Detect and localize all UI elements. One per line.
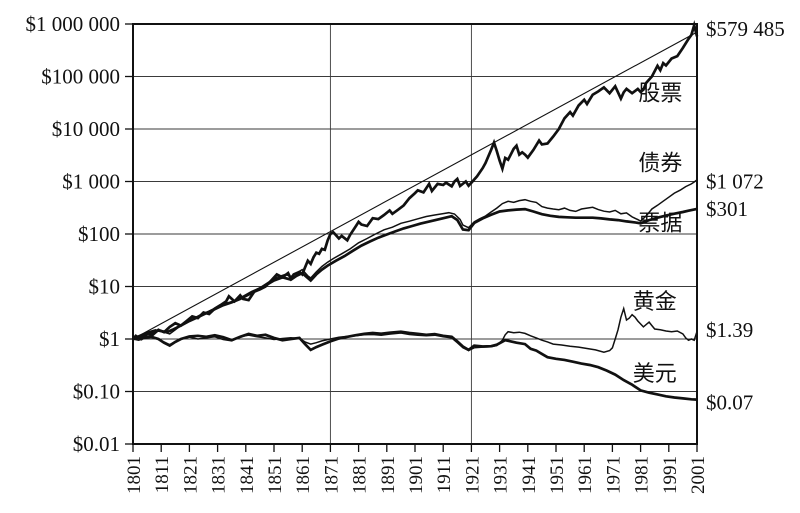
y-tick-label: $10 000 (52, 117, 120, 141)
series-label-bonds: 债券 (638, 151, 682, 176)
y-tick-label: $10 (89, 275, 121, 299)
y-tick-label: $0.01 (73, 432, 120, 456)
x-tick-label: 1991 (660, 456, 681, 494)
x-tick-label: 1931 (491, 456, 512, 494)
end-value-label-stocks: $579 485 (706, 17, 785, 41)
x-tick-label: 2001 (688, 456, 709, 494)
x-tick-label: 1901 (406, 456, 427, 494)
y-tick-label: $0.10 (73, 380, 120, 404)
end-value-label-bills: $301 (706, 197, 748, 221)
x-tick-label: 1861 (293, 456, 314, 494)
x-tick-label: 1811 (152, 456, 173, 493)
series-line-gold (132, 305, 698, 353)
y-tick-label: $100 000 (41, 65, 120, 89)
end-value-label-bonds: $1 072 (706, 170, 764, 194)
end-value-label-dollar: $0.07 (706, 390, 753, 414)
y-tick-label: $1 (99, 327, 120, 351)
x-tick-label: 1801 (124, 456, 145, 494)
x-tick-label: 1871 (321, 456, 342, 494)
x-tick-label: 1921 (462, 456, 483, 494)
series-line-bonds (132, 179, 698, 340)
x-tick-label: 1981 (632, 456, 653, 494)
series-label-gold: 黄金 (633, 289, 677, 314)
x-tick-label: 1841 (237, 456, 258, 494)
y-tick-label: $100 (78, 222, 120, 246)
x-tick-label: 1941 (519, 456, 540, 494)
series-line-dollar (132, 330, 698, 401)
x-tick-label: 1881 (350, 456, 371, 494)
y-tick-label: $1 000 000 (26, 12, 121, 36)
x-tick-label: 1831 (209, 456, 230, 494)
x-tick-label: 1951 (547, 456, 568, 494)
x-tick-label: 1821 (180, 456, 201, 494)
series-line-stocks (131, 20, 699, 341)
x-tick-label: 1911 (434, 456, 455, 493)
y-tick-label: $1 000 (62, 170, 120, 194)
x-tick-label: 1891 (378, 456, 399, 494)
x-tick-label: 1851 (265, 456, 286, 494)
series-line-stocks-trend (132, 31, 698, 340)
x-tick-label: 1971 (603, 456, 624, 494)
series-label-dollar: 美元 (633, 361, 677, 386)
end-value-label-gold: $1.39 (706, 318, 753, 342)
series-label-bills: 票据 (638, 211, 682, 236)
x-tick-label: 1961 (575, 456, 596, 494)
series-label-stocks: 股票 (638, 80, 682, 105)
series-line-bills (132, 207, 698, 341)
